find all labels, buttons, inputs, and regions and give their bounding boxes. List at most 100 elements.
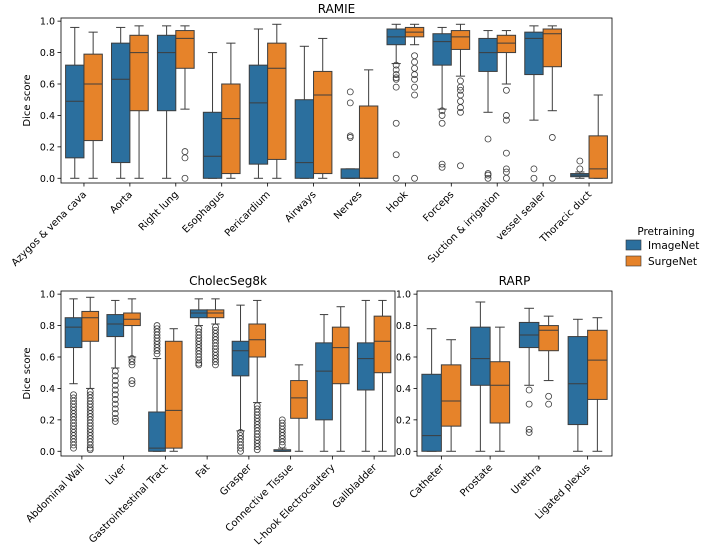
outlier-point [484, 135, 492, 143]
box-iqr [83, 53, 103, 142]
outlier-point [153, 347, 161, 355]
box-surgenet-pericardium [267, 23, 287, 179]
y-tick-label: 0.4 [40, 384, 55, 395]
outlier-point [457, 162, 464, 170]
outlier-point [392, 61, 400, 69]
outlier-point [438, 112, 446, 119]
outlier-point [530, 174, 538, 182]
y-tick-label: 0.4 [40, 111, 55, 122]
x-tick-label-fat: Fat [194, 462, 212, 480]
box-iqr [65, 64, 85, 159]
outlier-point [457, 83, 464, 91]
box-imagenet-catheter [421, 328, 442, 452]
outlier-point [392, 75, 400, 83]
box-imagenet-ligated-plexus [567, 318, 589, 452]
box-imagenet-azygos-vena-cava [65, 26, 85, 179]
outlier-point [525, 400, 533, 408]
box-iqr [315, 342, 333, 421]
box-surgenet-vessel-sealer [542, 25, 562, 182]
box-iqr [248, 323, 267, 358]
box-imagenet-vessel-sealer [524, 25, 544, 182]
box-iqr [496, 34, 517, 54]
box-surgenet-suction-irrigation [496, 30, 517, 182]
chart-panel-rarp: RARP 0.0 0.2 0.4 0.6 0.8 1.0 Catheter Prostate Ur… [396, 274, 613, 522]
y-axis-label: Dice score [22, 74, 33, 126]
y-tick-label: 0.2 [396, 415, 411, 426]
outlier-point [530, 165, 538, 173]
outlier-point [502, 149, 510, 157]
box-imagenet-gastrointestinal-tract [148, 322, 166, 452]
box-iqr [294, 99, 315, 179]
box-surgenet-prostate [489, 326, 511, 452]
box-iqr [440, 364, 462, 427]
box-surgenet-nerves [358, 69, 379, 179]
outlier-point [548, 134, 556, 141]
outlier-point [278, 441, 286, 449]
outlier-point [111, 372, 119, 380]
legend-swatch-imagenet [625, 239, 642, 251]
box-iqr [331, 326, 350, 385]
y-tick-label: 0.8 [40, 48, 55, 59]
box-imagenet-pericardium [248, 28, 269, 179]
outlier-point [111, 386, 119, 394]
y-tick-label: 0.2 [40, 415, 55, 426]
box-iqr [267, 42, 287, 160]
outlier-point [111, 418, 119, 425]
y-tick-label: 0.8 [40, 321, 55, 332]
outlier-point [86, 441, 94, 449]
outlier-point [111, 410, 119, 417]
box-imagenet-urethra [518, 307, 540, 436]
legend-title: Pretraining [637, 226, 694, 238]
box-iqr [248, 64, 269, 165]
plot-frame [60, 17, 613, 184]
box-iqr [231, 340, 250, 377]
plot-frame [416, 290, 613, 457]
box-imagenet-suction-irrigation [478, 30, 498, 182]
box-iqr [358, 105, 379, 179]
box-surgenet-l-hook-electrocautery [331, 306, 350, 452]
outlier-point [111, 414, 119, 422]
outlier-point [392, 174, 400, 182]
box-surgenet-hook [404, 23, 425, 182]
legend-swatch-surgenet [625, 255, 642, 267]
chart-panel-ramie: RAMIE 0.0 0.2 0.4 0.6 0.8 1.0 Dice score Azygos … [10, 2, 613, 269]
outlier-point [153, 350, 161, 358]
y-tick-label: 1.0 [396, 290, 411, 301]
box-surgenet-urethra [538, 315, 559, 408]
y-tick-label: 0.4 [396, 384, 411, 395]
x-tick-label-gastrointestinal-tract: Gastrointestinal Tract [87, 462, 170, 545]
outlier-point [181, 174, 189, 182]
box-surgenet-abdominal-wall [81, 296, 100, 454]
outlier-point [411, 58, 418, 66]
outlier-point [392, 119, 400, 127]
outlier-point [525, 386, 533, 394]
legend-label-imagenet: ImageNet [648, 240, 699, 252]
legend-label-surgenet: SurgeNet [648, 256, 697, 268]
box-surgenet-ligated-plexus [587, 317, 608, 452]
outlier-point [392, 83, 400, 91]
box-iqr [542, 28, 562, 68]
outlier-point [195, 356, 203, 364]
y-tick-label: 0.0 [40, 174, 55, 185]
box-imagenet-fat [189, 298, 208, 369]
y-tick-label: 0.8 [396, 321, 411, 332]
box-iqr [587, 329, 608, 400]
box-imagenet-prostate [470, 301, 491, 452]
box-iqr [421, 373, 442, 452]
y-tick-label: 0.6 [396, 353, 411, 364]
outlier-point [525, 425, 533, 433]
x-tick-label-prostate: Prostate [458, 462, 495, 499]
box-surgenet-connective-tissue [290, 364, 308, 452]
box-imagenet-hook [386, 23, 406, 182]
x-tick-label-esophagus: Esophagus [181, 189, 227, 235]
outlier-point [111, 391, 119, 399]
outlier-point [438, 160, 446, 168]
outlier-point [392, 66, 400, 74]
outlier-point [181, 148, 189, 155]
outlier-point [195, 361, 203, 369]
outlier-point [502, 86, 510, 94]
box-iqr [356, 342, 375, 391]
outlier-point [411, 75, 418, 83]
outlier-point [438, 119, 446, 127]
outlier-point [111, 377, 119, 384]
